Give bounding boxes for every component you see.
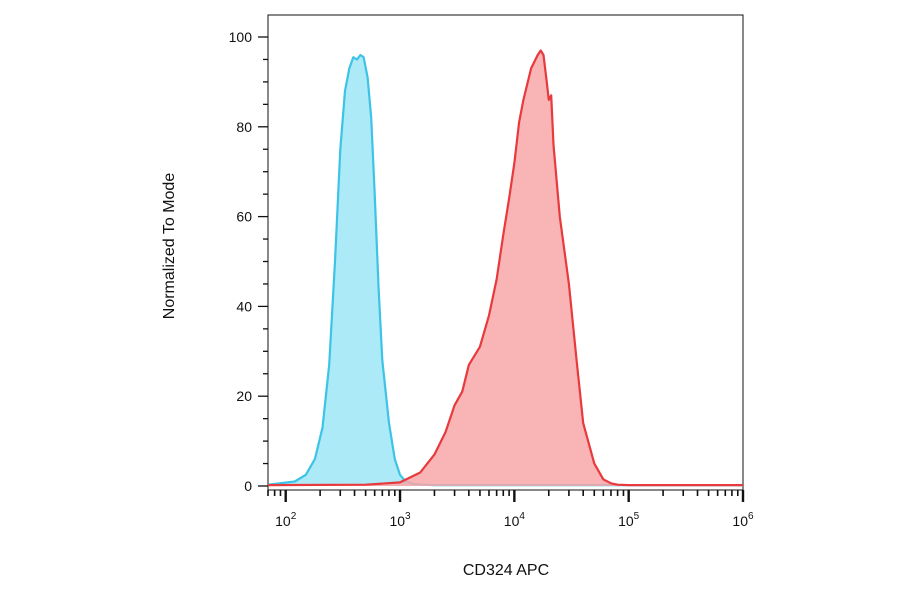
x-tick-base: 10 [275, 513, 291, 529]
x-tick-label: 105 [618, 511, 640, 529]
x-tick-exponent: 4 [519, 511, 525, 522]
y-tick-label: 100 [229, 29, 253, 45]
series-2-area [268, 50, 743, 486]
y-tick-label: 20 [236, 388, 252, 404]
plot-area [267, 14, 744, 491]
y-tick-label: 40 [236, 298, 252, 314]
x-tick-label: 106 [732, 511, 754, 529]
x-axis: 102 103 104 105 106 [267, 490, 754, 529]
y-tick-label: 60 [236, 209, 252, 225]
plot-frame [267, 14, 744, 491]
y-tick-label: 80 [236, 119, 252, 135]
x-tick-base: 10 [618, 513, 634, 529]
x-axis-title: CD324 APC [463, 562, 549, 579]
x-tick-exponent: 6 [748, 511, 754, 522]
series-1-area [268, 55, 743, 486]
x-tick-exponent: 5 [634, 511, 640, 522]
x-tick-base: 10 [389, 513, 405, 529]
y-axis-title: Normalized To Mode [161, 173, 178, 320]
x-tick-base: 10 [732, 513, 748, 529]
series-2-line [267, 49, 743, 487]
x-tick-exponent: 3 [405, 511, 411, 522]
x-tick-base: 10 [504, 513, 520, 529]
x-tick-label: 102 [275, 511, 297, 529]
y-tick-label: 0 [244, 478, 252, 494]
y-axis: 0 20 40 60 80 100 [229, 29, 268, 494]
x-tick-exponent: 2 [291, 511, 297, 522]
x-tick-label: 103 [389, 511, 411, 529]
x-tick-label: 104 [504, 511, 526, 529]
series-layer [267, 49, 743, 487]
